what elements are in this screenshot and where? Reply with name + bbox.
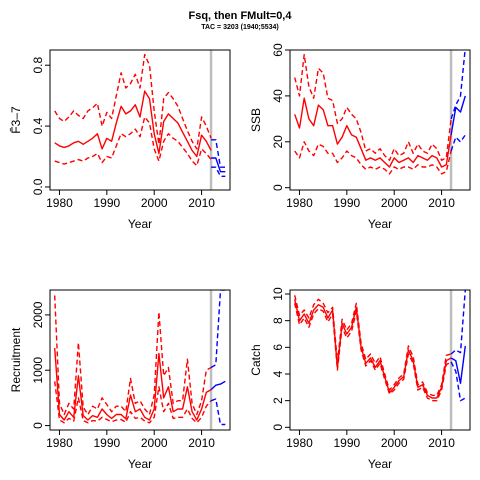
series-proj-lower <box>210 398 226 426</box>
series-proj-mid <box>450 95 466 136</box>
y-axis-label: Catch <box>249 344 263 375</box>
y-tick-label: 20 <box>271 135 285 149</box>
plot-frame <box>49 49 231 191</box>
x-tick-label: 2010 <box>188 196 215 210</box>
y-tick-label: 2000 <box>31 301 45 328</box>
x-axis-label: Year <box>128 217 152 231</box>
panel-f: 1980 1990 2000 2010 0.0 0.4 0.8 Year F̄3–7 <box>9 49 231 231</box>
y-tick-label: 0 <box>271 424 285 431</box>
y-tick-label: 1000 <box>31 357 45 384</box>
x-tick-label: 2010 <box>188 436 215 450</box>
x-tick-label: 2000 <box>141 196 168 210</box>
x-tick-label: 1980 <box>46 196 73 210</box>
x-tick-label: 2010 <box>428 436 455 450</box>
plot-frame <box>49 289 231 431</box>
series-hist-upper <box>54 295 212 416</box>
x-tick-label: 2000 <box>141 436 168 450</box>
x-axis-label: Year <box>368 217 392 231</box>
series-hist-mid <box>294 299 452 399</box>
series-proj-lower <box>450 134 466 152</box>
series-proj-mid <box>210 380 226 391</box>
y-axis-label: Recruitment <box>9 327 23 392</box>
series-proj-mid <box>211 157 226 173</box>
series-proj-upper <box>210 290 226 369</box>
series-hist-mid <box>54 348 212 421</box>
figure-subtitle: TAC = 3203 (1940;5534) <box>201 24 279 31</box>
y-tick-label: 0 <box>271 184 285 191</box>
y-tick-label: 60 <box>271 43 285 57</box>
series-hist-lower <box>54 381 212 424</box>
y-tick-label: 0.8 <box>31 57 45 74</box>
series-hist-upper <box>54 53 212 150</box>
y-axis-label: F̄3–7 <box>9 106 23 134</box>
y-tick-label: 4 <box>271 370 285 377</box>
x-tick-label: 2000 <box>381 196 408 210</box>
y-tick-label: 8 <box>271 317 285 324</box>
y-tick-label: 2 <box>271 397 285 404</box>
series-proj-upper <box>450 290 466 355</box>
series-proj-upper <box>450 50 466 120</box>
plot-frame <box>289 289 471 431</box>
y-tick-label: 0 <box>31 422 45 429</box>
x-axis-label: Year <box>368 457 392 471</box>
x-tick-label: 2010 <box>428 196 455 210</box>
y-tick-label: 6 <box>271 344 285 351</box>
y-tick-label: 40 <box>271 89 285 103</box>
series-proj-upper <box>211 139 226 168</box>
panel-recruitment: 1980 1990 2000 2010 0 1000 2000 Year Recruitment <box>9 289 231 471</box>
y-tick-label: 0.0 <box>31 178 45 195</box>
x-tick-label: 1990 <box>333 436 360 450</box>
series-proj-lower <box>211 166 226 178</box>
panel-ssb: 1980 1990 2000 2010 0 20 40 60 Year SSB <box>249 43 471 231</box>
series-hist-lower <box>294 303 452 402</box>
x-tick-label: 2000 <box>381 436 408 450</box>
figure-title: Fsq, then FMult=0,4 <box>188 10 292 22</box>
x-tick-label: 1980 <box>286 196 313 210</box>
plot-frame <box>289 49 471 191</box>
series-hist-lower <box>294 141 452 175</box>
x-tick-label: 1980 <box>46 436 73 450</box>
x-tick-label: 1980 <box>286 436 313 450</box>
y-axis-label: SSB <box>249 108 263 132</box>
series-proj-mid <box>450 345 466 384</box>
series-hist-upper <box>294 295 452 396</box>
y-tick-label: 0.4 <box>31 117 45 134</box>
series-hist-mid <box>294 97 452 168</box>
series-hist-upper <box>294 53 452 161</box>
x-tick-label: 1990 <box>93 196 120 210</box>
x-tick-label: 1990 <box>333 196 360 210</box>
series-hist-mid <box>54 90 212 158</box>
y-tick-label: 10 <box>271 287 285 301</box>
x-axis-label: Year <box>128 457 152 471</box>
x-tick-label: 1990 <box>93 436 120 450</box>
panel-catch: 1980 1990 2000 2010 0 2 4 6 8 10 Year Catch <box>249 287 471 471</box>
series-proj-lower <box>450 361 466 402</box>
series-hist-lower <box>54 116 212 167</box>
